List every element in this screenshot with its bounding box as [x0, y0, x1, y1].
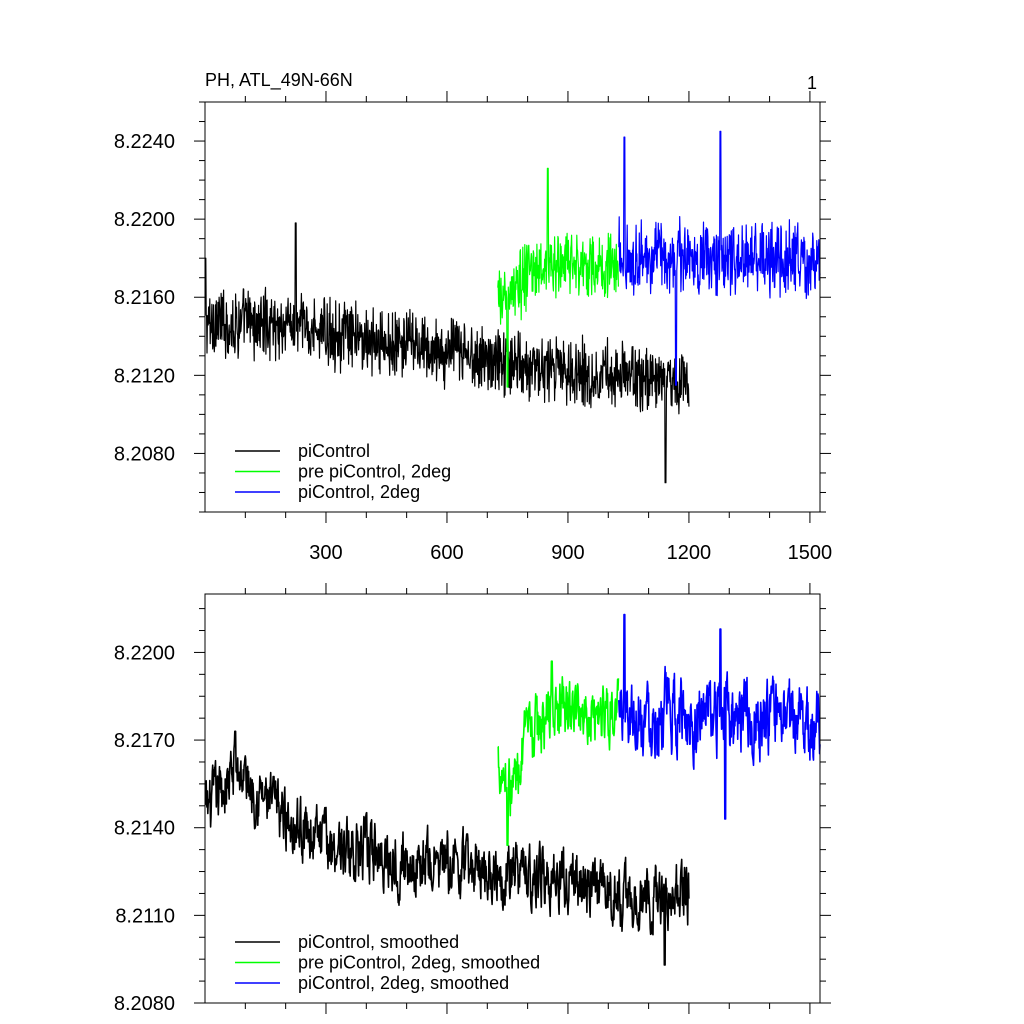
- y-tick-label: 8.2110: [115, 905, 175, 927]
- y-tick-label: 8.2140: [114, 818, 175, 840]
- plot-frame: [204, 101, 821, 513]
- series-line-pre-picontrol-2deg-smoothed: [497, 660, 620, 847]
- chart-title: PH, ATL_49N-66N: [205, 70, 353, 91]
- series-line-picontrol-2deg-smoothed: [618, 613, 821, 820]
- legend-label: pre piControl, 2deg, smoothed: [298, 953, 540, 973]
- x-tick-label: 900: [551, 542, 584, 564]
- y-axis: 8.2080 8.2110 8.2140 8.2170 8.2200: [114, 608, 831, 1015]
- y-tick-label: 8.2080: [114, 443, 175, 465]
- plot-border: [204, 593, 821, 1004]
- series-line-picontrol: [205, 222, 690, 484]
- plot-border: [204, 101, 821, 513]
- x-tick-label: 1500: [788, 542, 833, 564]
- series-group: [205, 130, 821, 484]
- legend-label: pre piControl, 2deg: [298, 462, 451, 482]
- x-tick-label: 300: [309, 542, 342, 564]
- x-tick-label: 1200: [667, 542, 712, 564]
- legend-label: piControl, smoothed: [298, 932, 459, 952]
- panel-label: 1: [807, 73, 817, 93]
- y-tick-label: 8.2120: [114, 365, 175, 387]
- x-tick-label: 600: [430, 542, 463, 564]
- legend-label: piControl: [298, 441, 370, 461]
- y-tick-label: 8.2170: [114, 730, 175, 752]
- y-tick-label: 8.2200: [114, 209, 175, 231]
- legend-label: piControl, 2deg, smoothed: [298, 973, 509, 993]
- x-axis: 300 600 900 1200 1500: [244, 91, 833, 564]
- x-axis: [244, 583, 811, 1014]
- series-line-picontrol-2deg: [618, 130, 821, 386]
- plot-frame: [204, 593, 821, 1004]
- y-axis: 8.2080 8.2120 8.2160 8.2200 8.2240: [114, 101, 831, 513]
- top-panel: PH, ATL_49N-66N 1 300 600 900 1200 1500 8.20…: [114, 70, 832, 564]
- bottom-panel: 8.2080 8.2110 8.2140 8.2170 8.2200 piControl…: [114, 583, 831, 1015]
- legend-label: piControl, 2deg: [298, 482, 420, 502]
- series-line-pre-picontrol-2deg: [497, 167, 619, 388]
- y-tick-label: 8.2160: [114, 287, 175, 309]
- series-line-picontrol-smoothed: [204, 730, 690, 966]
- series-group: [204, 613, 821, 966]
- y-tick-label: 8.2200: [114, 642, 175, 664]
- y-tick-label: 8.2080: [114, 993, 175, 1015]
- y-tick-label: 8.2240: [114, 131, 175, 153]
